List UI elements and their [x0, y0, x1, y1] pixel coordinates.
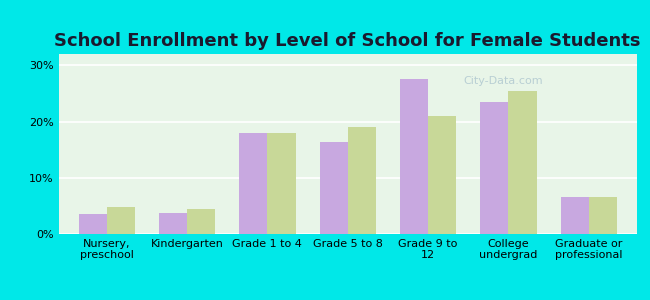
Bar: [239, 133, 267, 234]
Bar: [267, 133, 296, 234]
Bar: [320, 142, 348, 234]
Bar: [348, 127, 376, 234]
Bar: [400, 79, 428, 234]
Text: City-Data.com: City-Data.com: [463, 76, 543, 86]
Bar: [187, 209, 215, 234]
Bar: [561, 197, 589, 234]
Bar: [589, 197, 617, 234]
Bar: [480, 102, 508, 234]
Bar: [107, 207, 135, 234]
Bar: [508, 91, 536, 234]
Bar: [79, 214, 107, 234]
Title: School Enrollment by Level of School for Female Students: School Enrollment by Level of School for…: [55, 32, 641, 50]
Bar: [428, 116, 456, 234]
Bar: [159, 213, 187, 234]
